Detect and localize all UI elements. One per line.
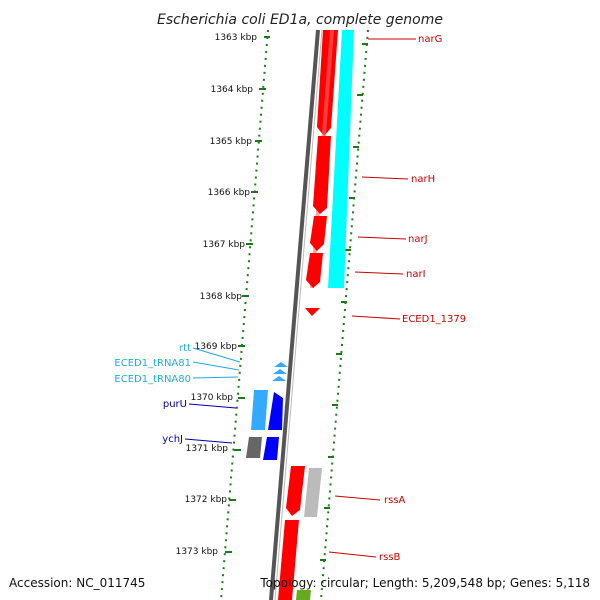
gene-label: ECED1_1379 xyxy=(402,314,466,325)
gene-rssA-gray xyxy=(304,468,322,517)
gene-label: ECED1_tRNA80 xyxy=(114,374,191,385)
gene-rssB-arrow xyxy=(278,520,299,600)
gene-label: rssB xyxy=(379,552,401,563)
ruler-label: 1369 kbp xyxy=(195,342,238,352)
gene-rssA-arrow xyxy=(286,466,305,516)
gene-purU-lightblue xyxy=(251,390,268,430)
gene-label: purU xyxy=(163,399,187,410)
ruler-label: 1367 kbp xyxy=(203,240,246,250)
ruler-label: 1366 kbp xyxy=(208,188,251,198)
gene-label: rtt xyxy=(179,343,191,354)
ruler-label: 1368 kbp xyxy=(200,292,243,302)
ruler-label: 1373 kbp xyxy=(176,547,219,557)
gene-rtt-arrow xyxy=(272,376,286,381)
gene-label: ychJ xyxy=(162,434,183,445)
gene-gray-block xyxy=(246,437,262,458)
gene-labels: narG narH narJ narI ECED1_1379 rtt ECED1… xyxy=(114,34,466,563)
ruler-label: 1371 kbp xyxy=(186,444,229,454)
outer-track-ticks xyxy=(320,43,368,561)
backbone-tracks xyxy=(220,29,369,600)
gene-narJ-arrow xyxy=(310,216,327,251)
gene-narI-arrow xyxy=(306,253,323,288)
ruler-label: 1364 kbp xyxy=(211,85,254,95)
genome-backbone-highlight xyxy=(274,29,323,600)
ruler-label: 1372 kbp xyxy=(185,495,228,505)
gene-cyan-block xyxy=(328,30,354,288)
gene-green-block xyxy=(296,590,311,600)
gene-ECED1_1379-arrow xyxy=(305,308,320,316)
map-title: Escherichia coli ED1a, complete genome xyxy=(157,12,443,28)
genome-backbone-line xyxy=(269,29,320,600)
gene-trna80-arrow xyxy=(273,369,287,374)
ruler: 1363 kbp 1364 kbp 1365 kbp 1366 kbp 1367… xyxy=(176,33,270,557)
ruler-label: 1363 kbp xyxy=(215,33,258,43)
gene-ychJ-blue xyxy=(263,437,279,460)
gene-features xyxy=(246,30,354,600)
gene-narH-arrow xyxy=(313,136,331,214)
ruler-label: 1365 kbp xyxy=(210,137,253,147)
ruler-dotted-line xyxy=(220,29,269,600)
gene-label: narH xyxy=(411,174,435,185)
ruler-label: 1370 kbp xyxy=(191,393,234,403)
topology-text: Topology: circular; Length: 5,209,548 bp… xyxy=(260,576,590,590)
gene-label: narJ xyxy=(408,234,428,245)
gene-label: ECED1_tRNA81 xyxy=(114,358,191,369)
gene-trna81-arrow xyxy=(274,362,288,367)
gene-purU-blue xyxy=(268,392,283,430)
accession-text: Accession: NC_011745 xyxy=(9,576,146,590)
outer-dotted-line xyxy=(320,29,369,600)
gene-label: rssA xyxy=(384,495,406,506)
label-connectors xyxy=(184,38,416,558)
gene-label: narI xyxy=(406,269,426,280)
gene-label: narG xyxy=(418,34,442,45)
